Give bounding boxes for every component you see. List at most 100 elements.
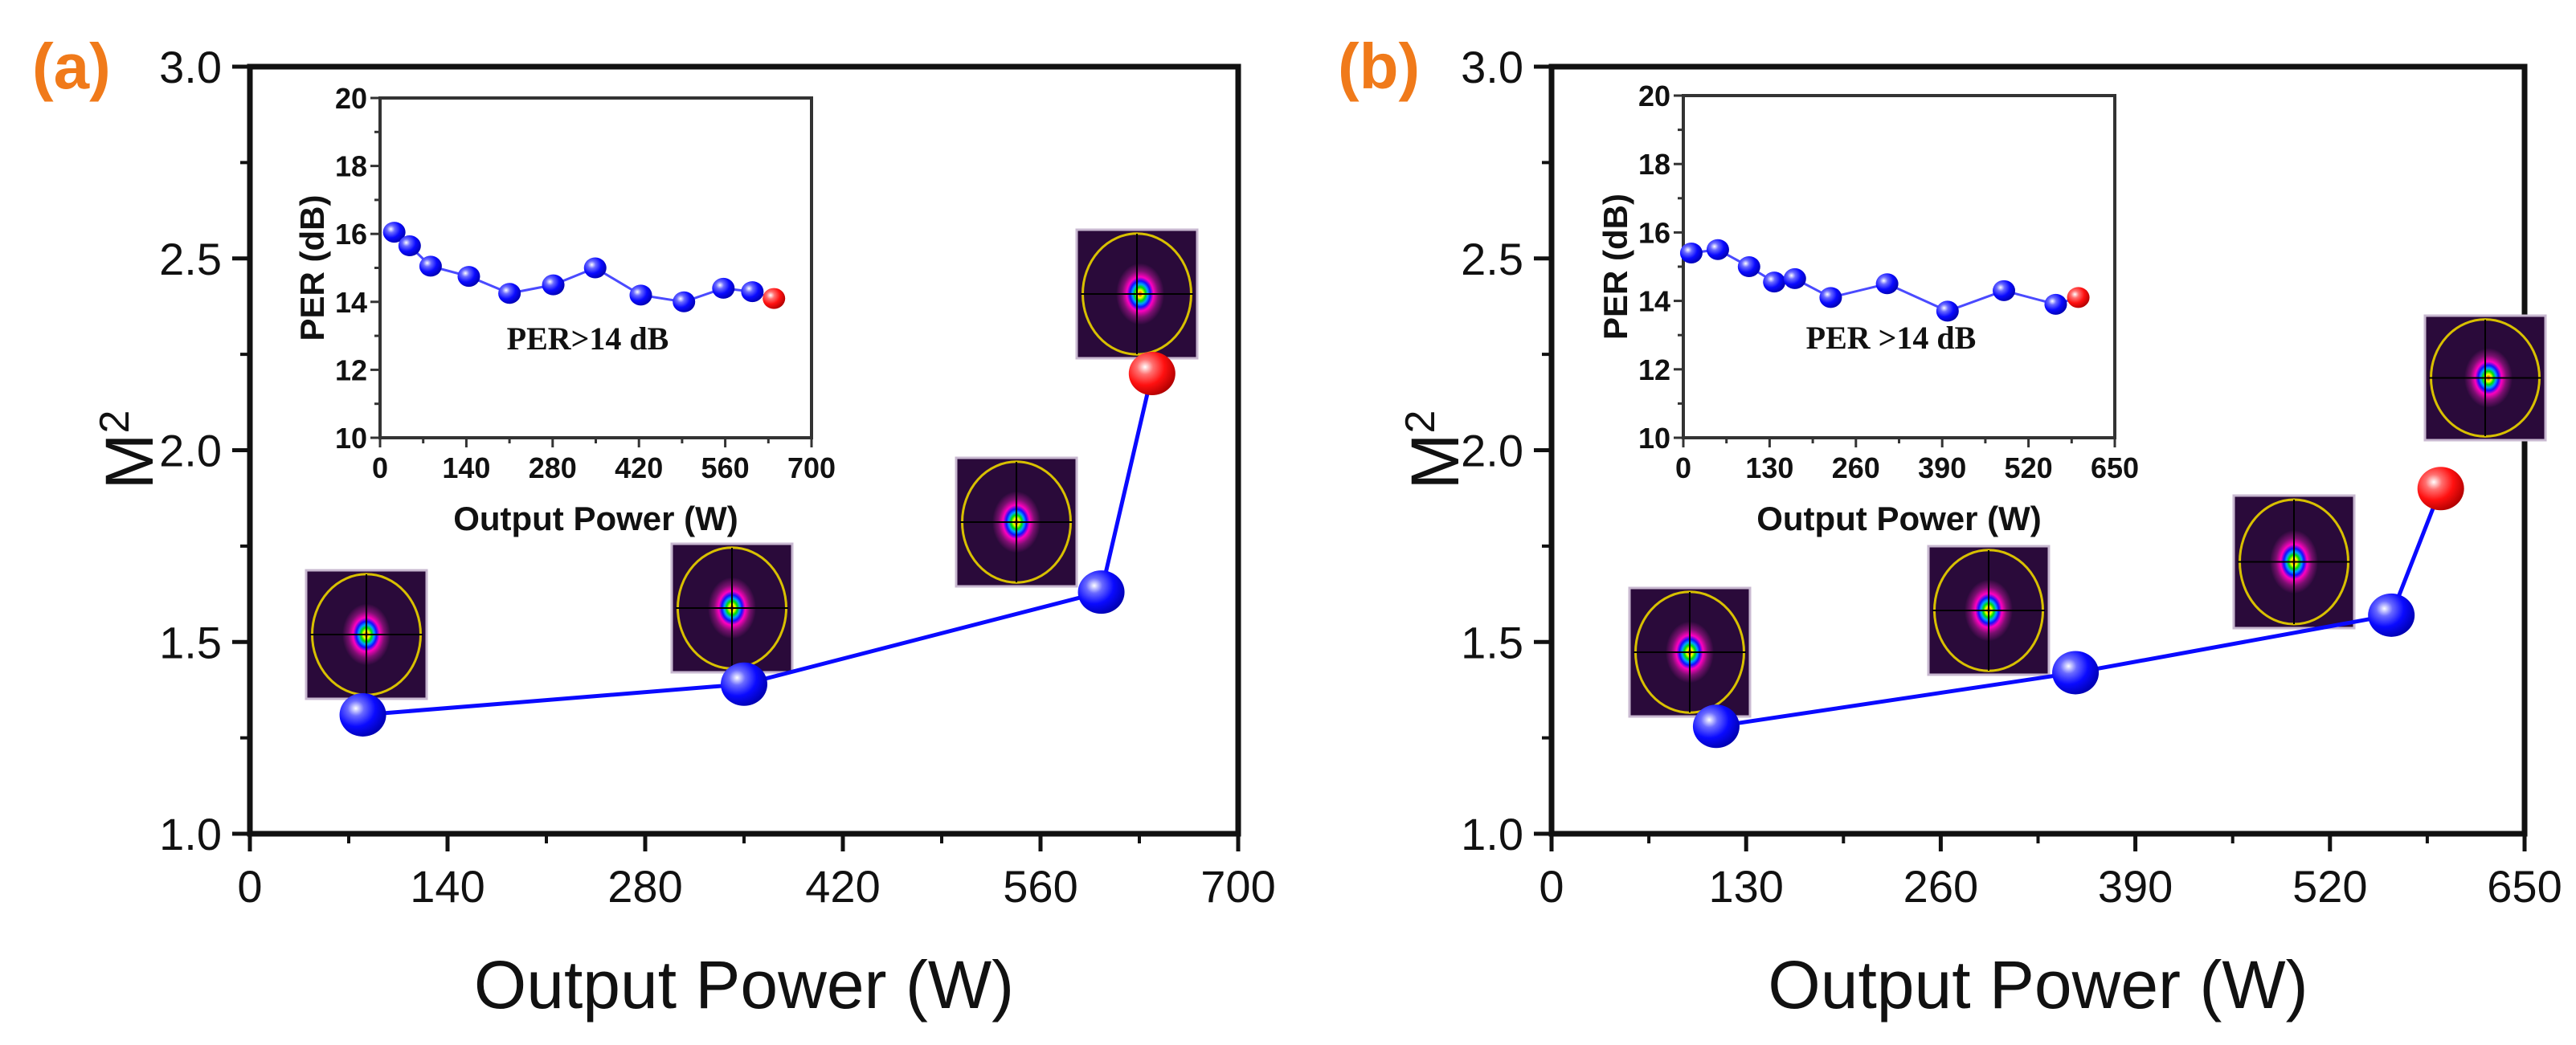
data-point (2368, 593, 2415, 637)
inset-data-point (673, 291, 696, 312)
beam-profile-image (2423, 314, 2547, 442)
inset-y-tick-label: 20 (1638, 80, 1670, 112)
inset-x-tick-label: 700 (787, 451, 836, 484)
inset-data-point (1783, 267, 1806, 289)
inset-annotation: PER >14 dB (1806, 320, 1977, 356)
y-tick-label: 1.0 (159, 809, 222, 859)
x-axis-title: Output Power (W) (474, 947, 1014, 1023)
y-tick-label: 3.0 (1461, 42, 1523, 92)
x-tick-label: 420 (805, 861, 880, 912)
data-point (1692, 704, 1740, 749)
inset-data-point (498, 283, 521, 304)
inset-x-axis-title: Output Power (W) (1756, 500, 2042, 537)
x-tick-label: 260 (1903, 861, 1978, 912)
panel-b: (b) 0 130 260 390 520 650 1.0 1.5 2.0 2.5 3.0 Output… (1338, 31, 2562, 1023)
inset-data-point (2044, 293, 2067, 315)
inset-x-tick-label: 130 (1745, 451, 1793, 484)
y-axis-title: M2 (1397, 410, 1473, 490)
inset-x-tick-label: 140 (442, 451, 490, 484)
beam-profile-image (955, 456, 1078, 588)
beam-profile-image (1628, 586, 1752, 718)
x-tick-label: 0 (1539, 861, 1564, 912)
inset-y-tick-label: 14 (1638, 285, 1670, 318)
x-tick-label: 560 (1003, 861, 1077, 912)
inset-y-axis-title: PER (dB) (1597, 194, 1634, 340)
inset-y-tick-label: 18 (1638, 148, 1670, 181)
inset-x-tick-label: 0 (1675, 451, 1691, 484)
x-tick-label: 700 (1200, 861, 1275, 912)
y-tick-label: 1.5 (159, 617, 222, 667)
inset-data-point (741, 281, 764, 303)
x-tick-label: 140 (410, 861, 485, 912)
x-tick-label: 280 (607, 861, 682, 912)
inset-x-tick-label: 520 (2005, 451, 2053, 484)
data-point (2052, 651, 2100, 695)
y-tick-label: 2.0 (1461, 426, 1523, 476)
inset-x-tick-label: 650 (2091, 451, 2139, 484)
panel-label: (a) (32, 31, 111, 102)
inset-data-point (583, 257, 607, 279)
panel-a: (a)0 140 280 420 560 7001.01.52.02.53.0Output… (32, 31, 1276, 1023)
inset-annotation: PER>14 dB (507, 320, 669, 357)
inset-data-point (1706, 239, 1729, 260)
inset-data-point (1737, 256, 1760, 277)
inset-data-point (1993, 280, 2016, 301)
beam-profile-image (670, 542, 794, 674)
series-line (362, 373, 1155, 717)
inset-data-point (382, 222, 406, 243)
y-axis-title-main: M (1397, 433, 1473, 489)
series-line (1715, 488, 2443, 729)
inset-x-axis-title: Output Power (W) (453, 500, 738, 537)
inset-x-tick-label: 390 (1918, 451, 1966, 484)
inset-data-point (1679, 242, 1703, 263)
inset-data-point (1936, 300, 1959, 322)
y-tick-label: 2.5 (1461, 234, 1523, 284)
y-tick-label: 1.0 (1461, 809, 1523, 859)
inset-y-tick-label: 16 (335, 218, 367, 251)
inset-x-tick-label: 260 (1832, 451, 1880, 484)
data-point-highlight (2417, 467, 2464, 511)
inset-data-point (542, 274, 565, 296)
inset-data-point (1875, 273, 1899, 295)
data-point (339, 692, 386, 737)
x-tick-label: 520 (2292, 861, 2367, 912)
inset-y-tick-label: 14 (335, 286, 367, 319)
data-point (721, 662, 767, 706)
inset-y-tick-label: 18 (335, 150, 367, 183)
beam-profile-image (1927, 545, 2051, 676)
inset-y-tick-label: 12 (335, 353, 367, 386)
x-tick-label: 650 (2487, 861, 2562, 912)
inset-data-point (457, 266, 480, 288)
data-point (1077, 570, 1125, 614)
inset-data-point (712, 277, 735, 299)
inset-y-tick-label: 20 (335, 82, 367, 115)
y-axis-title: M2 (92, 410, 167, 490)
inset-data-point (419, 255, 442, 277)
y-axis-title-sup: 2 (92, 410, 138, 434)
x-tick-label: 130 (1708, 861, 1783, 912)
beam-profile-image (2232, 494, 2356, 630)
x-tick-label: 0 (237, 861, 262, 912)
inset-chart: 0 130 260 390 520 650 10 12 14 16 18 20 Output Power… (1597, 80, 2139, 537)
inset-data-point (1819, 287, 1842, 308)
inset-y-tick-label: 12 (1638, 353, 1670, 386)
inset-x-tick-label: 420 (615, 451, 663, 484)
x-axis-title: Output Power (W) (1768, 947, 2308, 1023)
beam-profile-image (1075, 228, 1199, 360)
inset-chart: 0 140 280 420 560 700 10 12 14 16 18 20 Output Power… (293, 82, 836, 537)
y-tick-label: 2.5 (159, 234, 222, 284)
y-axis-title-main: M (92, 433, 167, 489)
data-point-highlight (1128, 352, 1176, 395)
inset-x-tick-label: 560 (701, 451, 750, 484)
x-tick-label: 390 (2098, 861, 2173, 912)
inset-y-tick-label: 10 (335, 422, 367, 455)
panel-label: (b) (1338, 31, 1420, 102)
inset-data-point (629, 284, 652, 306)
y-tick-label: 3.0 (159, 42, 222, 92)
inset-data-point (398, 235, 421, 257)
inset-data-point (1763, 271, 1786, 293)
inset-x-tick-label: 0 (372, 451, 388, 484)
inset-y-axis-title: PER (dB) (293, 195, 331, 341)
y-tick-label: 2.0 (159, 426, 222, 476)
